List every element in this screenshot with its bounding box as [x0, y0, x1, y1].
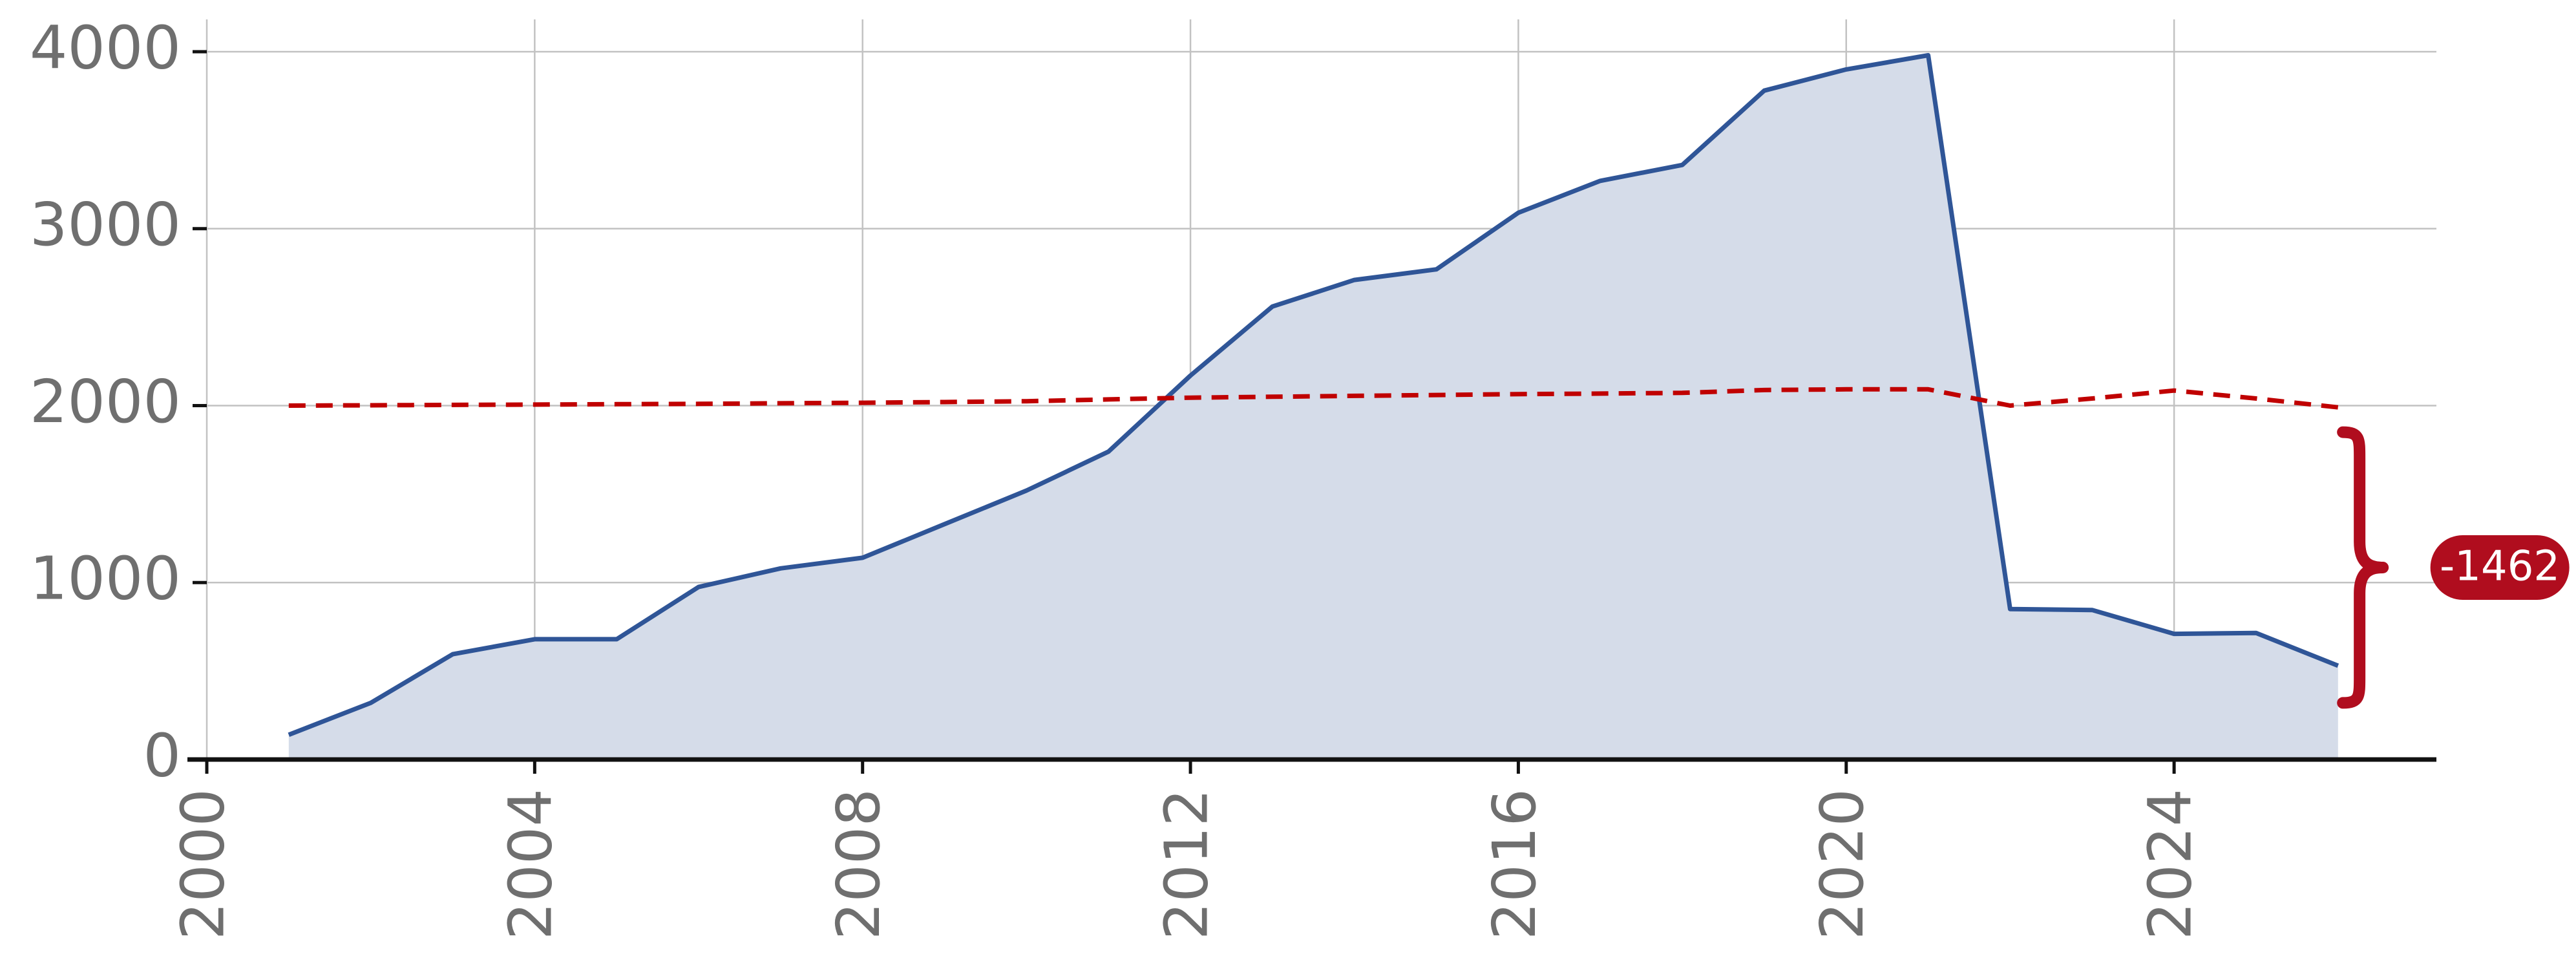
- difference-annotation: -1462: [2337, 426, 2570, 709]
- annotation-badge-label: -1462: [2440, 543, 2560, 591]
- x-tick-label: 2020: [1808, 789, 1877, 940]
- y-tick-label: 3000: [30, 190, 181, 259]
- x-tick-label: 2024: [2135, 789, 2204, 940]
- y-tick-label: 2000: [30, 367, 181, 436]
- series-line-dashed: [288, 387, 2339, 410]
- x-tick-label: 2016: [1480, 789, 1549, 940]
- series-lines-layer: [288, 53, 2339, 737]
- series-area-fill: [288, 55, 2338, 760]
- y-tick-label: 1000: [30, 544, 181, 613]
- x-tick-label: 2004: [496, 789, 565, 940]
- annotation-badge: [2430, 535, 2570, 600]
- annotation-brace: [2337, 426, 2389, 709]
- series-line-solid: [288, 53, 2339, 737]
- y-tick-label: 4000: [30, 13, 181, 82]
- y-axis: 0 1000 2000 3000 4000: [30, 13, 207, 790]
- y-tick-label: 0: [143, 721, 181, 790]
- x-tick-label: 2008: [824, 789, 893, 940]
- area-fill-layer: [288, 55, 2338, 760]
- x-axis: 2000 2004 2008 2012 2016 2020 2024: [168, 757, 2436, 940]
- x-tick-label: 2000: [168, 789, 237, 940]
- x-tick-label: 2012: [1152, 789, 1221, 940]
